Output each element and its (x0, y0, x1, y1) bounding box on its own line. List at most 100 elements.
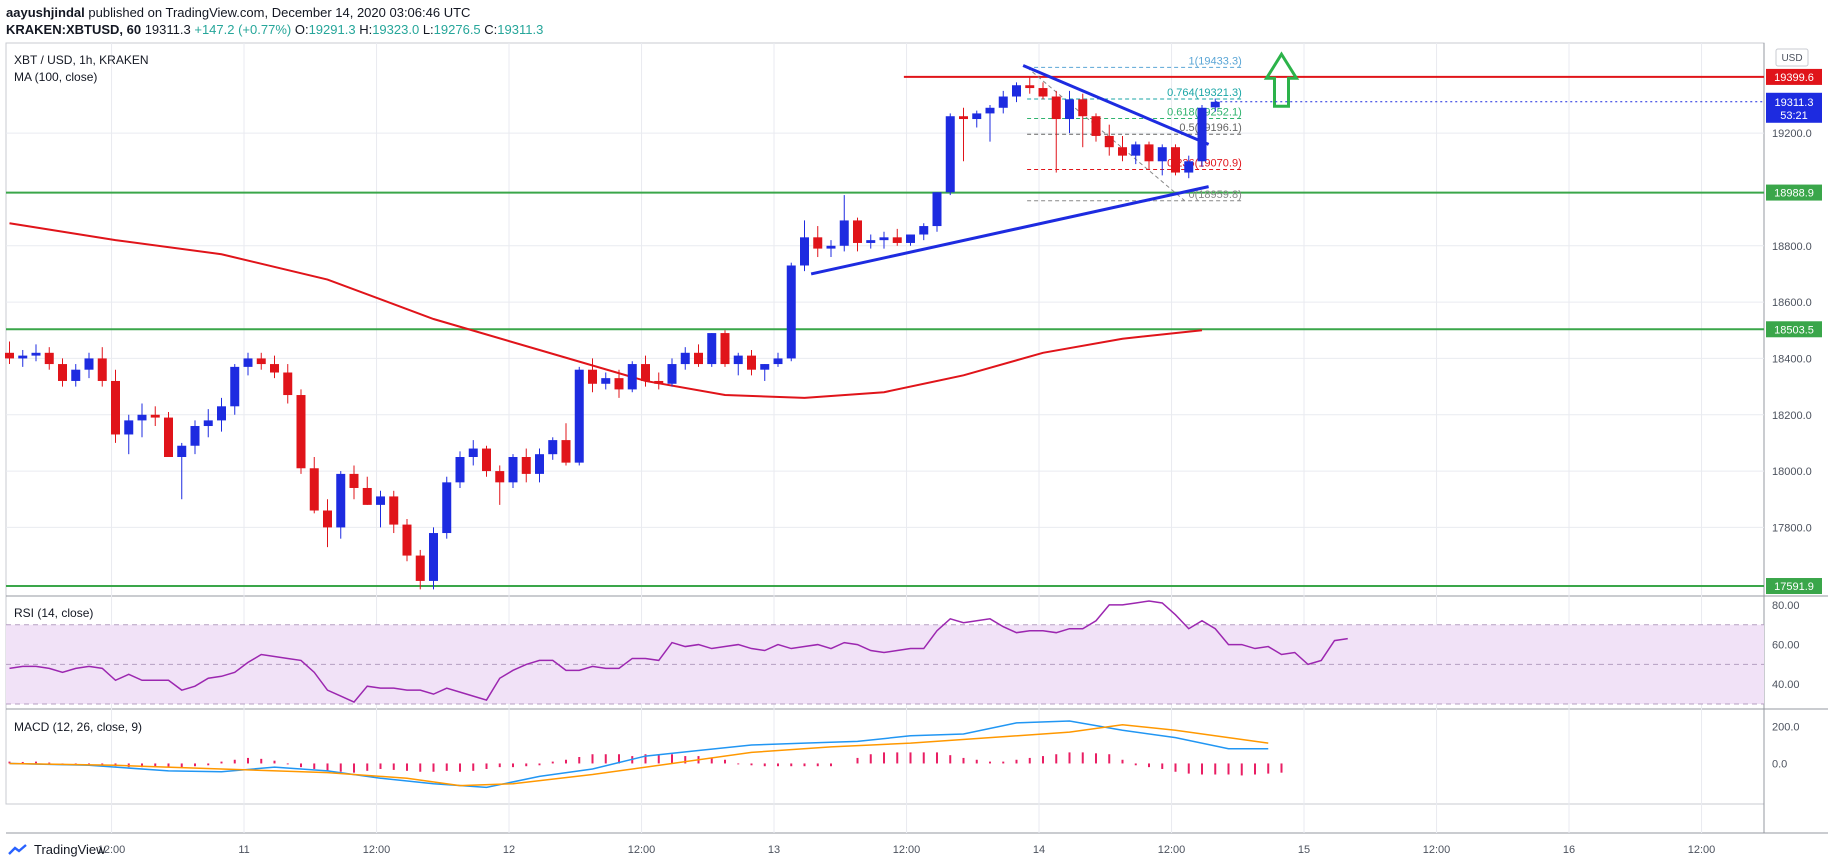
candle-body (720, 333, 730, 365)
candle-body (1078, 99, 1088, 117)
candle-body (376, 496, 385, 505)
time-tick-label: 12 (503, 844, 515, 856)
current-price-label: 19311.3 (1775, 97, 1814, 109)
candle-body (985, 107, 995, 114)
candle-body (1184, 161, 1194, 173)
candle-body (190, 426, 200, 446)
support-price-tag (1766, 578, 1822, 595)
author-name[interactable]: aayushjindal (6, 5, 85, 20)
candle-body (177, 445, 187, 457)
footer-brand[interactable]: TradingView (34, 842, 106, 857)
candle-body (389, 496, 399, 525)
breakout-up-arrow-icon (1263, 51, 1300, 108)
candle-body (707, 333, 717, 365)
ohlc-line: KRAKEN:XBTUSD, 60 19311.3 +147.2 (+0.77%… (6, 21, 543, 38)
candle-body (18, 355, 28, 359)
price-tick-label: 18600.0 (1772, 297, 1812, 309)
candle-body (680, 352, 690, 365)
candle-body (1131, 144, 1141, 156)
time-tick-label: 13 (768, 844, 780, 856)
low-label: L: (422, 22, 434, 37)
close-label: C: (484, 22, 498, 37)
candle-body (826, 245, 836, 249)
currency-badge (1775, 48, 1809, 67)
macd-title: MACD (12, 26, close, 9) (14, 720, 142, 734)
candle-body (1144, 144, 1154, 162)
fib-level-label: 1(19433.3) (1189, 55, 1242, 67)
candle-body (641, 364, 650, 381)
candle-body (1118, 147, 1127, 156)
candle-body (1197, 107, 1207, 162)
price-tick-label: 18800.0 (1772, 241, 1812, 253)
candle-body (137, 414, 147, 421)
candle-body (296, 395, 306, 469)
candle-body (270, 364, 279, 373)
candle-body (1012, 85, 1021, 97)
price-change: +147.2 (+0.77%) (194, 22, 292, 37)
candle-body (760, 364, 770, 370)
candle-body (892, 237, 902, 243)
time-tick-label: 12:00 (1158, 844, 1186, 856)
candle-body (1171, 147, 1180, 173)
moving-average-line (9, 222, 1203, 399)
candle-body (455, 457, 465, 483)
rsi-band (6, 624, 1764, 705)
candle-body (71, 369, 81, 381)
candle-body (415, 555, 425, 581)
time-tick-label: 12:00 (363, 844, 391, 856)
candle-body (44, 352, 54, 365)
candle-body (203, 420, 213, 427)
close-value: 19311.3 (497, 22, 544, 37)
ascending-trendline (810, 185, 1209, 276)
candle-body (5, 352, 14, 359)
macd-signal-line (9, 723, 1269, 787)
candle-body (429, 533, 438, 581)
support-price-label: 18988.9 (1774, 188, 1814, 200)
candle-body (694, 352, 703, 365)
price-tick-label: 18200.0 (1772, 410, 1812, 422)
candle-body (733, 355, 743, 365)
candle-body (535, 454, 544, 474)
resistance-price-tag (1766, 68, 1822, 85)
candle-body (230, 366, 240, 407)
candle-body (667, 364, 677, 384)
candle-body (574, 369, 584, 463)
support-price-label: 18503.5 (1774, 324, 1814, 336)
candle-body (323, 510, 332, 528)
candle-body (243, 358, 253, 367)
candle-body (906, 234, 915, 243)
candle-body (879, 237, 889, 241)
candle-body (442, 482, 452, 534)
candle-body (998, 96, 1008, 108)
candle-body (31, 352, 41, 356)
last-price: 19311.3 (144, 22, 191, 37)
fib-level-label: 0.764(19321.3) (1167, 87, 1242, 99)
rsi-tick-label: 40.00 (1772, 679, 1800, 691)
candle-body (1157, 147, 1167, 162)
chart-header: aayushjindal published on TradingView.co… (6, 4, 543, 38)
candle-body (111, 380, 120, 435)
candle-body (561, 440, 571, 463)
macd-line (9, 720, 1269, 789)
macd-tick-label: 200.0 (1772, 722, 1800, 734)
candle-body (217, 406, 226, 421)
candle-body (800, 237, 809, 266)
time-tick-label: 12:00 (98, 844, 126, 856)
tradingview-logo-icon (8, 843, 27, 855)
candle-body (1038, 88, 1048, 97)
candle-body (919, 226, 929, 235)
main-chart-title: XBT / USD, 1h, KRAKEN (14, 53, 149, 67)
time-tick-label: 12:00 (893, 844, 921, 856)
candle-body (959, 116, 968, 120)
candle-body (1104, 135, 1114, 148)
open-label: O: (294, 22, 309, 37)
candle-body (362, 487, 372, 505)
fib-level-label: 0.5(19196.1) (1179, 122, 1241, 134)
price-tick-label: 17800.0 (1772, 522, 1812, 534)
time-tick-label: 15 (1298, 844, 1310, 856)
support-price-tag (1766, 321, 1822, 338)
candle-body (839, 220, 849, 246)
time-tick-label: 16 (1563, 844, 1575, 856)
candle-body (548, 440, 558, 455)
